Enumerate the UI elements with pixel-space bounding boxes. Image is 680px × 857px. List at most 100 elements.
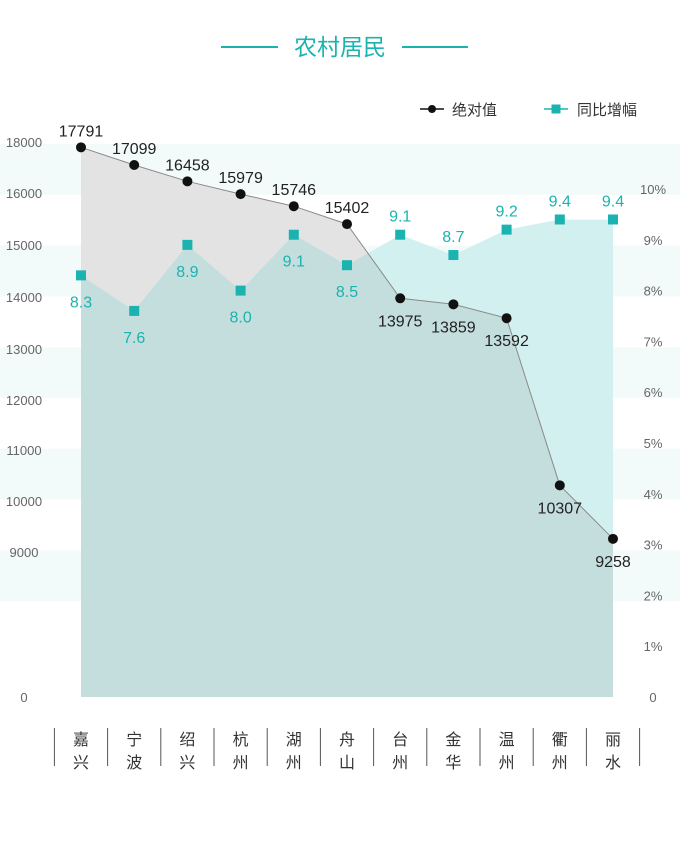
absolute-value-label: 16458: [165, 157, 210, 174]
absolute-value-label: 15746: [272, 182, 317, 199]
category-label: 舟: [339, 730, 355, 749]
growth-point-湖州: [288, 229, 299, 240]
area-fills: [81, 147, 613, 698]
category-label: 州: [233, 753, 249, 772]
legend-label-absolute: 绝对值: [452, 101, 497, 119]
right-tick-label: 2%: [644, 588, 663, 603]
left-tick-label: 9000: [10, 545, 39, 560]
category-label: 波: [126, 753, 142, 772]
legend-marker-absolute: [428, 105, 436, 113]
category-label: 衢: [552, 730, 568, 749]
category-label: 华: [445, 753, 461, 772]
growth-point-金华: [448, 250, 459, 261]
series-markers: [76, 142, 618, 544]
left-tick-label: 10000: [6, 494, 42, 509]
left-tick-label: 13000: [6, 342, 42, 357]
growth-value-label: 9.1: [389, 209, 411, 226]
category-label: 州: [552, 753, 568, 772]
chart-title: 农村居民: [221, 35, 468, 61]
growth-point-杭州: [235, 285, 246, 296]
absolute-point-嘉兴: [76, 142, 86, 153]
absolute-point-丽水: [608, 533, 618, 544]
growth-point-温州: [501, 224, 512, 235]
right-tick-label: 9%: [644, 233, 663, 248]
absolute-point-杭州: [235, 189, 246, 200]
right-tick-label: 5%: [644, 436, 663, 451]
left-tick-label: 11000: [6, 443, 41, 458]
absolute-point-湖州: [288, 201, 299, 212]
category-label: 绍: [179, 730, 195, 749]
right-tick-label: 4%: [644, 487, 663, 502]
growth-point-宁波: [129, 305, 140, 316]
category-label: 水: [605, 753, 621, 772]
absolute-value-label: 15402: [325, 200, 370, 217]
category-label: 兴: [73, 753, 89, 772]
growth-point-衢州: [554, 214, 565, 225]
absolute-point-绍兴: [182, 176, 193, 187]
right-tick-label: 10%: [640, 182, 666, 197]
absolute-point-温州: [501, 313, 512, 324]
left-tick-label: 18000: [6, 135, 42, 150]
growth-value-label: 8.7: [442, 229, 464, 246]
growth-point-丽水: [608, 214, 618, 225]
growth-value-label: 8.0: [229, 310, 251, 327]
absolute-point-衢州: [554, 480, 565, 491]
category-label: 兴: [179, 753, 195, 772]
growth-value-label: 8.9: [176, 264, 198, 281]
left-tick-label: 0: [20, 690, 27, 705]
growth-value-label: 9.1: [283, 254, 305, 271]
growth-point-台州: [395, 229, 406, 240]
growth-point-舟山: [342, 260, 352, 271]
right-tick-label: 0: [649, 690, 656, 705]
category-label: 州: [392, 753, 408, 772]
right-tick-label: 1%: [644, 639, 663, 654]
overlap-area: [81, 219, 613, 697]
growth-point-嘉兴: [76, 270, 86, 281]
growth-value-label: 8.3: [70, 294, 92, 311]
growth-value-label: 8.5: [336, 284, 358, 301]
growth-point-绍兴: [182, 239, 193, 250]
right-tick-label: 7%: [644, 334, 663, 349]
left-tick-label: 16000: [6, 186, 42, 201]
legend: 绝对值 同比增幅: [420, 101, 637, 119]
legend-item-absolute[interactable]: 绝对值: [420, 101, 497, 119]
absolute-value-label: 9258: [595, 554, 631, 571]
category-label: 丽: [605, 730, 621, 749]
legend-item-growth[interactable]: 同比增幅: [544, 101, 637, 119]
absolute-value-label: 10307: [538, 500, 583, 517]
right-tick-label: 8%: [644, 284, 663, 299]
growth-value-label: 9.4: [549, 193, 571, 210]
left-tick-label: 15000: [6, 238, 42, 253]
absolute-value-label: 15979: [218, 170, 263, 187]
category-label: 金: [445, 730, 461, 749]
category-label: 州: [286, 753, 302, 772]
growth-value-label: 9.2: [495, 204, 517, 221]
right-tick-label: 6%: [644, 385, 663, 400]
category-label: 湖: [286, 730, 302, 749]
category-label: 宁: [126, 730, 142, 749]
category-label: 台: [392, 730, 408, 749]
absolute-value-label: 17791: [59, 123, 104, 140]
right-tick-label: 3%: [644, 538, 663, 553]
growth-value-label: 9.4: [602, 193, 624, 210]
absolute-value-label: 13592: [484, 333, 529, 350]
growth-value-label: 7.6: [123, 330, 145, 347]
category-label: 嘉: [73, 730, 89, 749]
legend-label-growth: 同比增幅: [577, 101, 637, 119]
axes: 0 9000 10000 11000 12000 13000 14000 15000 16000…: [6, 135, 667, 772]
left-tick-label: 14000: [6, 290, 42, 305]
absolute-point-舟山: [342, 219, 352, 230]
category-label: 山: [339, 753, 355, 772]
category-label: 州: [499, 753, 515, 772]
absolute-point-宁波: [129, 159, 140, 170]
category-label: 杭: [233, 730, 249, 749]
absolute-value-label: 17099: [112, 141, 157, 158]
category-label: 温: [499, 730, 515, 749]
absolute-point-台州: [395, 293, 406, 304]
absolute-value-label: 13859: [431, 319, 476, 336]
absolute-value-label: 13975: [378, 313, 423, 330]
left-tick-label: 12000: [6, 393, 42, 408]
legend-marker-growth: [551, 104, 561, 114]
data-labels: 17791 17099 16458 15979 15746 15402 13975 13859…: [59, 123, 631, 571]
